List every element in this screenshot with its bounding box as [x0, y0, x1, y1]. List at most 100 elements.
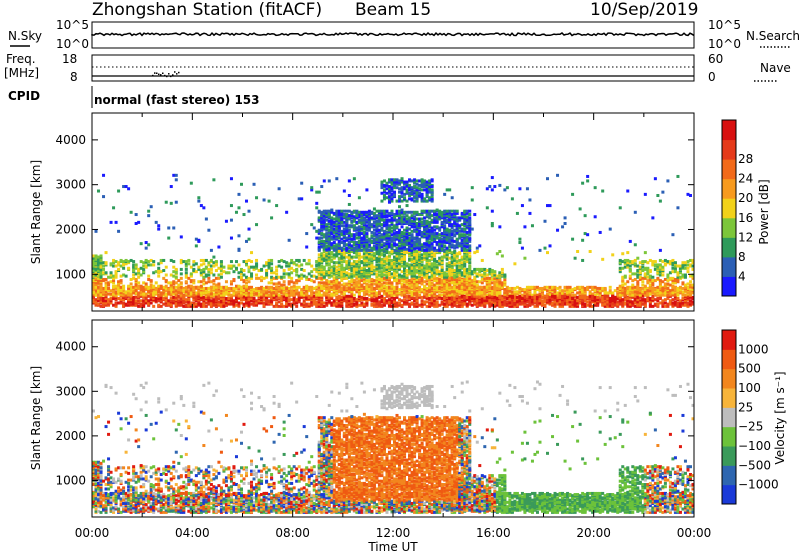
data-cell [180, 268, 183, 271]
date-label: 10/Sep/2019 [590, 0, 698, 20]
data-cell [260, 268, 263, 271]
data-cell [162, 269, 165, 272]
data-cell [313, 287, 316, 290]
power-heatmap [92, 174, 694, 308]
data-cell [305, 293, 308, 296]
freq-left-tick-bottom: 8 [70, 70, 78, 84]
data-cell [127, 267, 130, 270]
freq-mark [156, 73, 158, 75]
data-cell [210, 293, 213, 296]
freq-mark [154, 72, 156, 74]
data-cell [295, 305, 298, 308]
freq-mark [164, 75, 166, 77]
data-cell [260, 290, 263, 293]
freq-mark [172, 74, 174, 76]
freq-right-tick-top: 60 [708, 52, 723, 66]
data-cell [177, 288, 180, 291]
data-cell [105, 294, 108, 297]
data-cell [290, 277, 293, 280]
data-cell [278, 287, 281, 290]
freq-left-tick-top: 18 [62, 52, 77, 66]
data-cell [280, 266, 283, 269]
data-cell [175, 268, 178, 271]
data-cell [295, 289, 298, 292]
data-cell [117, 268, 120, 271]
data-cell [303, 259, 306, 262]
nsearch-label: N.Search [746, 29, 800, 43]
data-cell [295, 268, 298, 271]
data-cell [107, 287, 110, 290]
data-cell [268, 286, 271, 289]
data-cell [165, 274, 168, 277]
data-cell [298, 259, 301, 262]
data-cell [250, 272, 253, 275]
freq-unit-label: [MHz] [4, 66, 39, 80]
data-cell [152, 305, 155, 308]
data-cell [227, 287, 230, 290]
data-cell [152, 260, 155, 263]
data-cell [225, 280, 228, 283]
data-cell [255, 274, 258, 277]
data-cell [185, 280, 188, 283]
data-cell [130, 282, 133, 285]
data-cell [212, 274, 215, 277]
data-cell [135, 263, 138, 266]
data-cell [250, 294, 253, 297]
data-cell [298, 286, 301, 289]
data-cell [102, 268, 105, 271]
freq-mark [158, 74, 160, 76]
data-cell [220, 260, 223, 263]
data-cell [255, 259, 258, 262]
freq-mark [168, 73, 170, 75]
data-cell [255, 293, 258, 296]
data-cell [150, 279, 153, 282]
data-cell [185, 268, 188, 271]
data-cell [411, 233, 414, 236]
data-cell [105, 271, 108, 274]
data-cell [122, 267, 125, 270]
data-cell [207, 277, 210, 280]
data-cell [270, 267, 273, 270]
data-cell [227, 271, 230, 274]
nsky-trace [92, 33, 694, 36]
data-cell [235, 267, 238, 270]
data-cell [250, 290, 253, 293]
nsky-label: N.Sky [8, 29, 42, 43]
sky-left-tick-top: 10^5 [56, 18, 89, 32]
data-cell [255, 262, 258, 265]
data-cell [232, 278, 235, 281]
data-cell [303, 269, 306, 272]
data-cell [100, 254, 103, 257]
data-cell [180, 281, 183, 284]
data-cell [358, 252, 361, 255]
data-cell [217, 290, 220, 293]
sky-left-tick-bottom: 10^0 [56, 37, 89, 51]
freq-mark [170, 76, 172, 78]
data-cell [310, 265, 313, 268]
data-cell [243, 269, 246, 272]
data-cell [147, 275, 150, 278]
data-cell [157, 275, 160, 278]
data-cell [187, 262, 190, 265]
data-cell [132, 291, 135, 294]
station-title: Zhongshan Station (fitACF) [92, 0, 322, 20]
data-cell [283, 284, 286, 287]
data-cell [268, 294, 271, 297]
nave-label: Nave [760, 61, 791, 75]
data-cell [182, 294, 185, 297]
cpid-text: normal (fast stereo) 153 [94, 93, 260, 107]
data-cell [152, 263, 155, 266]
data-cell [270, 259, 273, 262]
data-cell [300, 263, 303, 266]
data-cell [227, 294, 230, 297]
data-cell [258, 287, 261, 290]
freq-mark [152, 75, 154, 77]
freq-label: Freq. [6, 52, 36, 66]
data-cell [192, 294, 195, 297]
data-cell [217, 282, 220, 285]
data-cell [170, 288, 173, 291]
data-cell [202, 262, 205, 265]
data-cell [192, 279, 195, 282]
beam-label: Beam 15 [355, 0, 431, 20]
